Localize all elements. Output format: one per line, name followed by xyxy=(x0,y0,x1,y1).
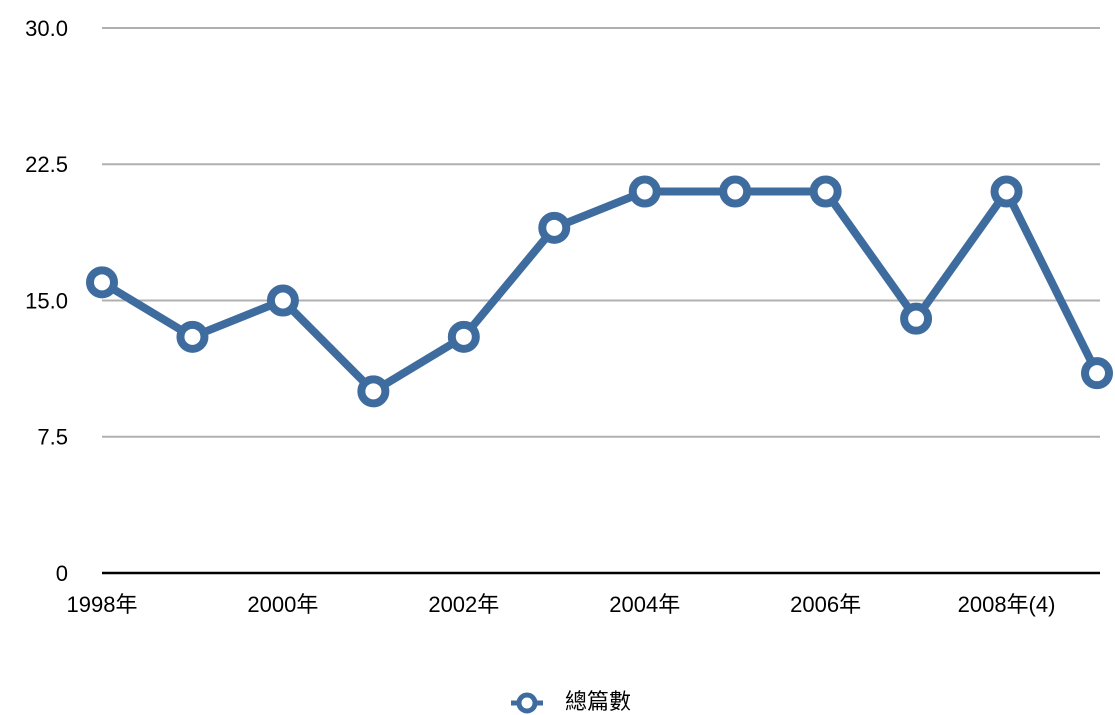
point-marker xyxy=(900,302,933,335)
point-marker xyxy=(176,320,209,353)
y-tick-label: 0 xyxy=(56,561,68,586)
x-tick-label: 1998年 xyxy=(67,592,138,617)
y-tick-label: 7.5 xyxy=(37,425,68,450)
y-tick-label: 15.0 xyxy=(25,288,68,313)
point-marker xyxy=(809,175,842,208)
point-marker xyxy=(719,175,752,208)
y-tick-label: 22.5 xyxy=(25,152,68,177)
point-marker xyxy=(538,211,571,244)
point-marker xyxy=(1081,357,1113,390)
x-tick-label: 2000年 xyxy=(247,592,318,617)
y-tick-label: 30.0 xyxy=(25,16,68,41)
legend-marker xyxy=(516,692,538,714)
x-tick-label: 2006年 xyxy=(790,592,861,617)
x-tick-label: 2008年(4) xyxy=(958,592,1056,617)
legend-label: 總篇數 xyxy=(565,689,631,714)
point-marker xyxy=(990,175,1023,208)
point-marker xyxy=(266,284,299,317)
point-marker xyxy=(86,266,118,299)
x-tick-label: 2004年 xyxy=(609,592,680,617)
point-marker xyxy=(447,320,480,353)
series-line xyxy=(99,187,1101,396)
x-tick-label: 2002年 xyxy=(428,592,499,617)
point-marker xyxy=(628,175,661,208)
point-marker xyxy=(357,375,390,408)
